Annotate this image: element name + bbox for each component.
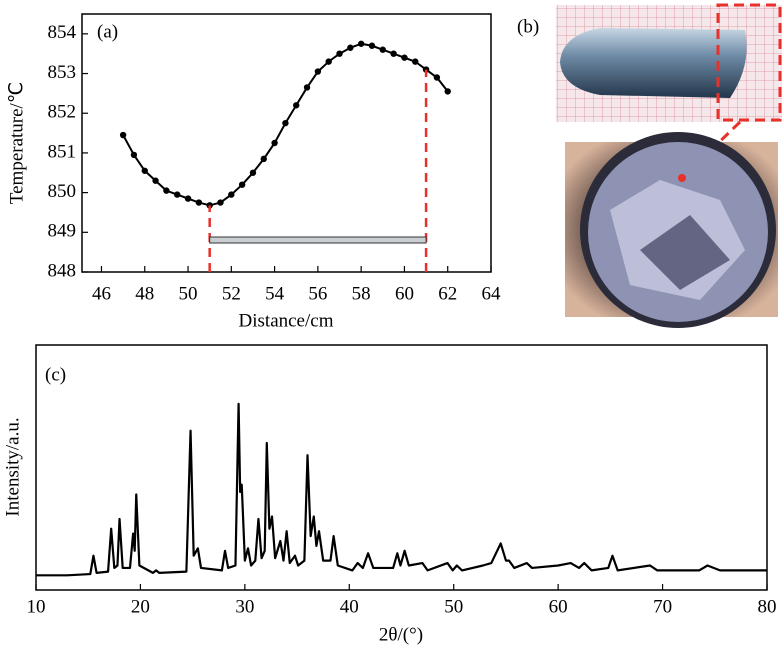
data-point (249, 169, 257, 176)
data-point (314, 68, 322, 75)
x-tick-label: 50 (444, 596, 463, 617)
data-line (36, 402, 767, 577)
data-point (260, 155, 267, 163)
x-tick-label: 58 (352, 283, 371, 304)
panel-label: (a) (97, 21, 118, 42)
y-axis-label: Temperature/℃ (6, 82, 27, 204)
y-tick-label: 853 (48, 62, 77, 83)
data-point (368, 42, 376, 49)
data-point (303, 84, 311, 91)
x-tick-label: 40 (340, 596, 359, 617)
data-point (357, 40, 365, 47)
data-point (325, 58, 332, 65)
data-point (174, 191, 181, 198)
data-point (347, 44, 354, 51)
data-point (238, 181, 246, 188)
x-tick-label: 60 (395, 283, 414, 304)
plot-frame (35, 344, 768, 591)
y-tick-label: 854 (48, 22, 77, 43)
data-point (152, 177, 159, 184)
data-point (130, 151, 138, 159)
y-tick-label: 851 (48, 141, 77, 162)
x-axis-label: Distance/cm (239, 310, 334, 331)
data-point (195, 199, 203, 206)
panel-label: (b) (517, 16, 539, 37)
data-point (444, 88, 451, 95)
x-tick-label: 52 (222, 283, 241, 304)
x-tick-label: 48 (135, 283, 154, 304)
x-tick-label: 80 (758, 596, 777, 617)
data-point (217, 199, 224, 206)
data-point (293, 102, 300, 109)
x-tick-label: 54 (265, 283, 285, 304)
plot-frame (81, 13, 492, 273)
data-point (141, 167, 148, 174)
data-point (119, 131, 127, 139)
data-point (163, 187, 170, 194)
x-axis-label: 2θ/(°) (379, 624, 423, 645)
y-tick-label: 850 (48, 181, 77, 202)
data-point (401, 54, 408, 61)
x-tick-label: 56 (308, 283, 327, 304)
photo-top (556, 3, 782, 122)
data-point (433, 74, 441, 81)
y-axis-label: Intensity/a.u. (2, 417, 23, 516)
y-tick-label: 849 (48, 221, 77, 242)
panel-label: (c) (45, 364, 66, 385)
data-point (271, 139, 278, 147)
x-tick-label: 64 (482, 283, 502, 304)
data-point (282, 119, 289, 127)
data-point (336, 50, 343, 57)
x-tick-label: 50 (179, 283, 198, 304)
data-point (228, 191, 235, 198)
x-tick-label: 20 (131, 596, 150, 617)
data-point (379, 46, 386, 53)
x-tick-label: 10 (27, 596, 46, 617)
data-point (412, 58, 419, 65)
x-tick-label: 46 (92, 283, 111, 304)
x-tick-label: 62 (438, 283, 457, 304)
data-point (184, 195, 192, 202)
photo-bottom (565, 132, 778, 328)
x-tick-label: 70 (653, 596, 672, 617)
y-tick-label: 848 (48, 260, 77, 281)
y-tick-label: 852 (48, 102, 77, 123)
data-point (390, 50, 397, 57)
x-tick-label: 60 (549, 596, 568, 617)
x-tick-label: 30 (235, 596, 254, 617)
crystal-length-bar (209, 236, 427, 244)
